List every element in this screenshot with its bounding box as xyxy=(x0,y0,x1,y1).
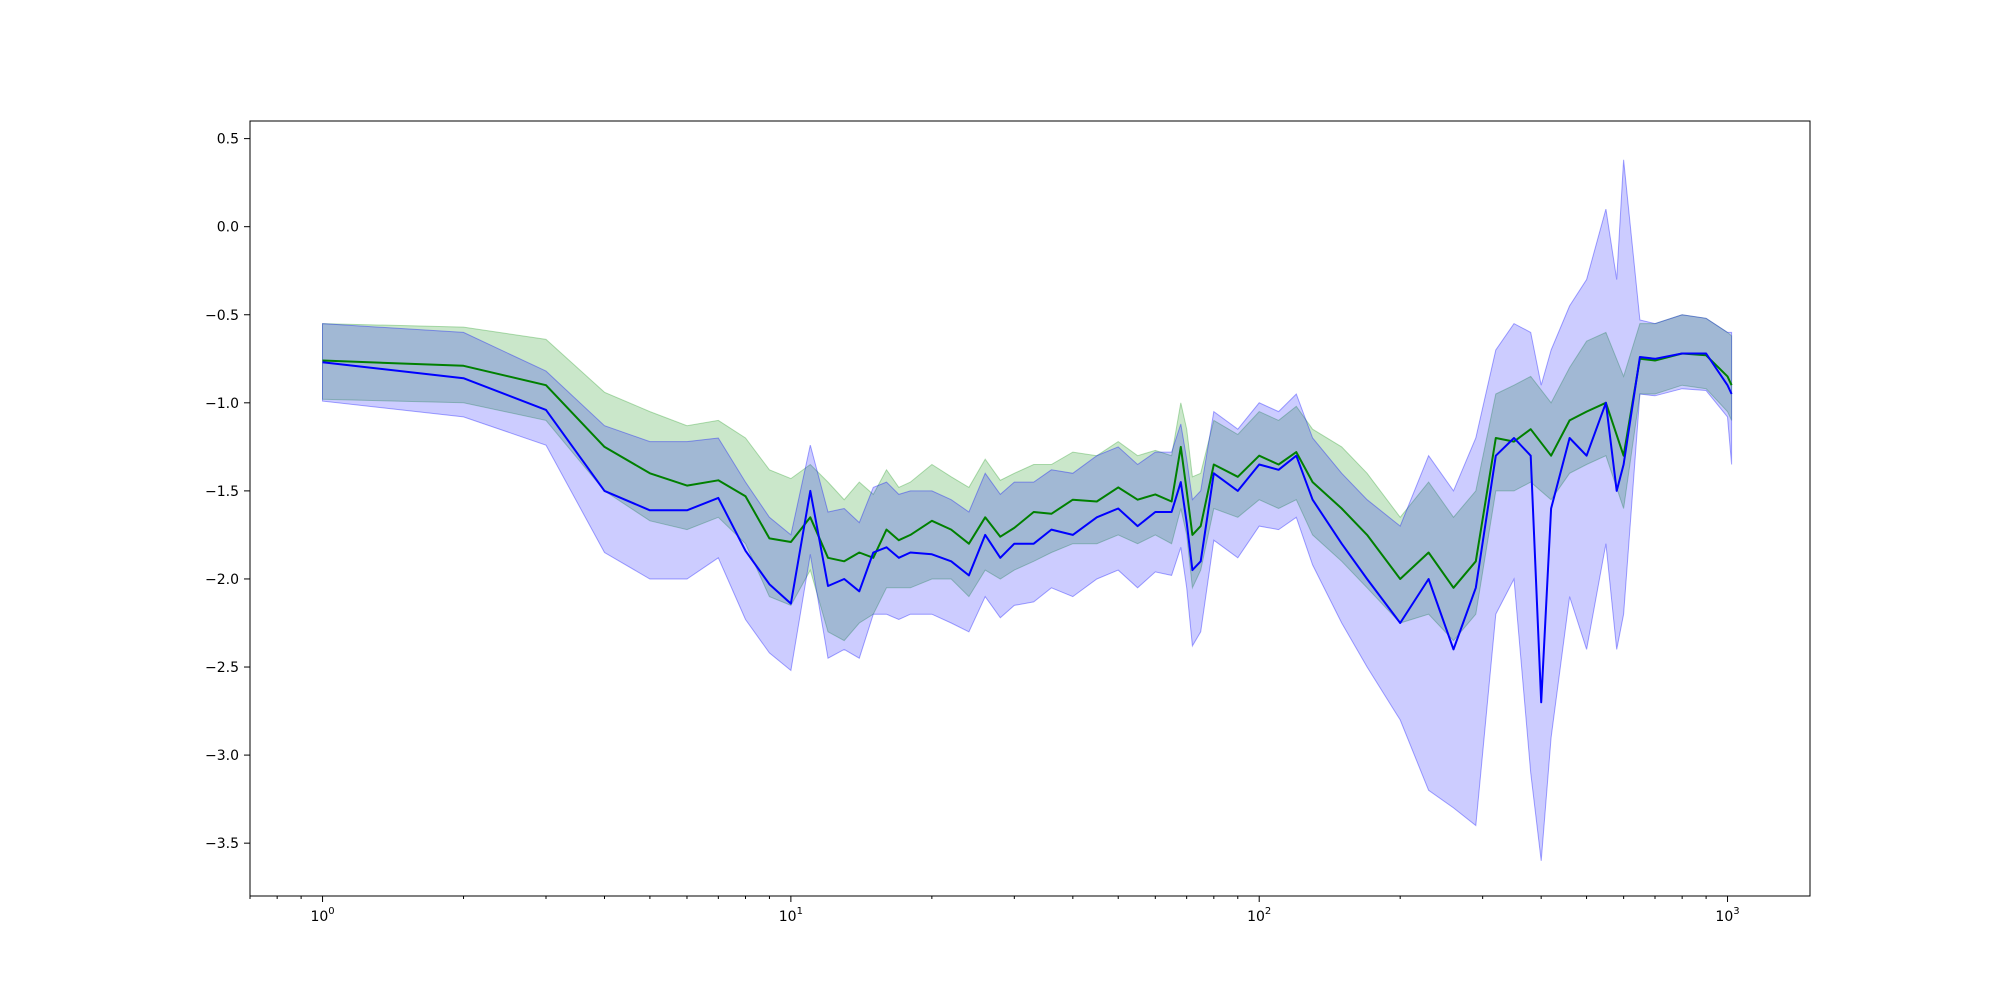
y-tick-label: −2.0 xyxy=(205,572,239,588)
y-tick-label: −1.0 xyxy=(205,396,239,412)
x-tick-label: 101 xyxy=(779,906,803,925)
plot-area-background xyxy=(250,121,1810,896)
confidence-bands xyxy=(322,159,1733,861)
series-lines xyxy=(322,352,1733,704)
y-tick-label: 0.0 xyxy=(217,220,239,236)
plot-frame xyxy=(249,120,1811,897)
y-tick-label: −1.5 xyxy=(205,484,239,500)
x-tick-label: 102 xyxy=(1247,906,1271,925)
y-axis: 0.5 0.0 −0.5 −1.0 −1.5 −2.0 −2.5 −3.0 −3.5 xyxy=(205,132,250,852)
series-line-1 xyxy=(322,352,1733,589)
confidence-band-2 xyxy=(322,159,1733,861)
series-line-2 xyxy=(322,352,1733,704)
y-tick-label: −3.0 xyxy=(205,748,239,764)
y-tick-label: 0.5 xyxy=(217,132,239,148)
x-tick-label: 103 xyxy=(1715,906,1739,925)
confidence-band-1 xyxy=(322,314,1733,642)
y-tick-label: −3.5 xyxy=(205,836,239,852)
x-tick-label: 100 xyxy=(310,906,334,925)
y-tick-label: −2.5 xyxy=(205,660,239,676)
y-tick-label: −0.5 xyxy=(205,308,239,324)
